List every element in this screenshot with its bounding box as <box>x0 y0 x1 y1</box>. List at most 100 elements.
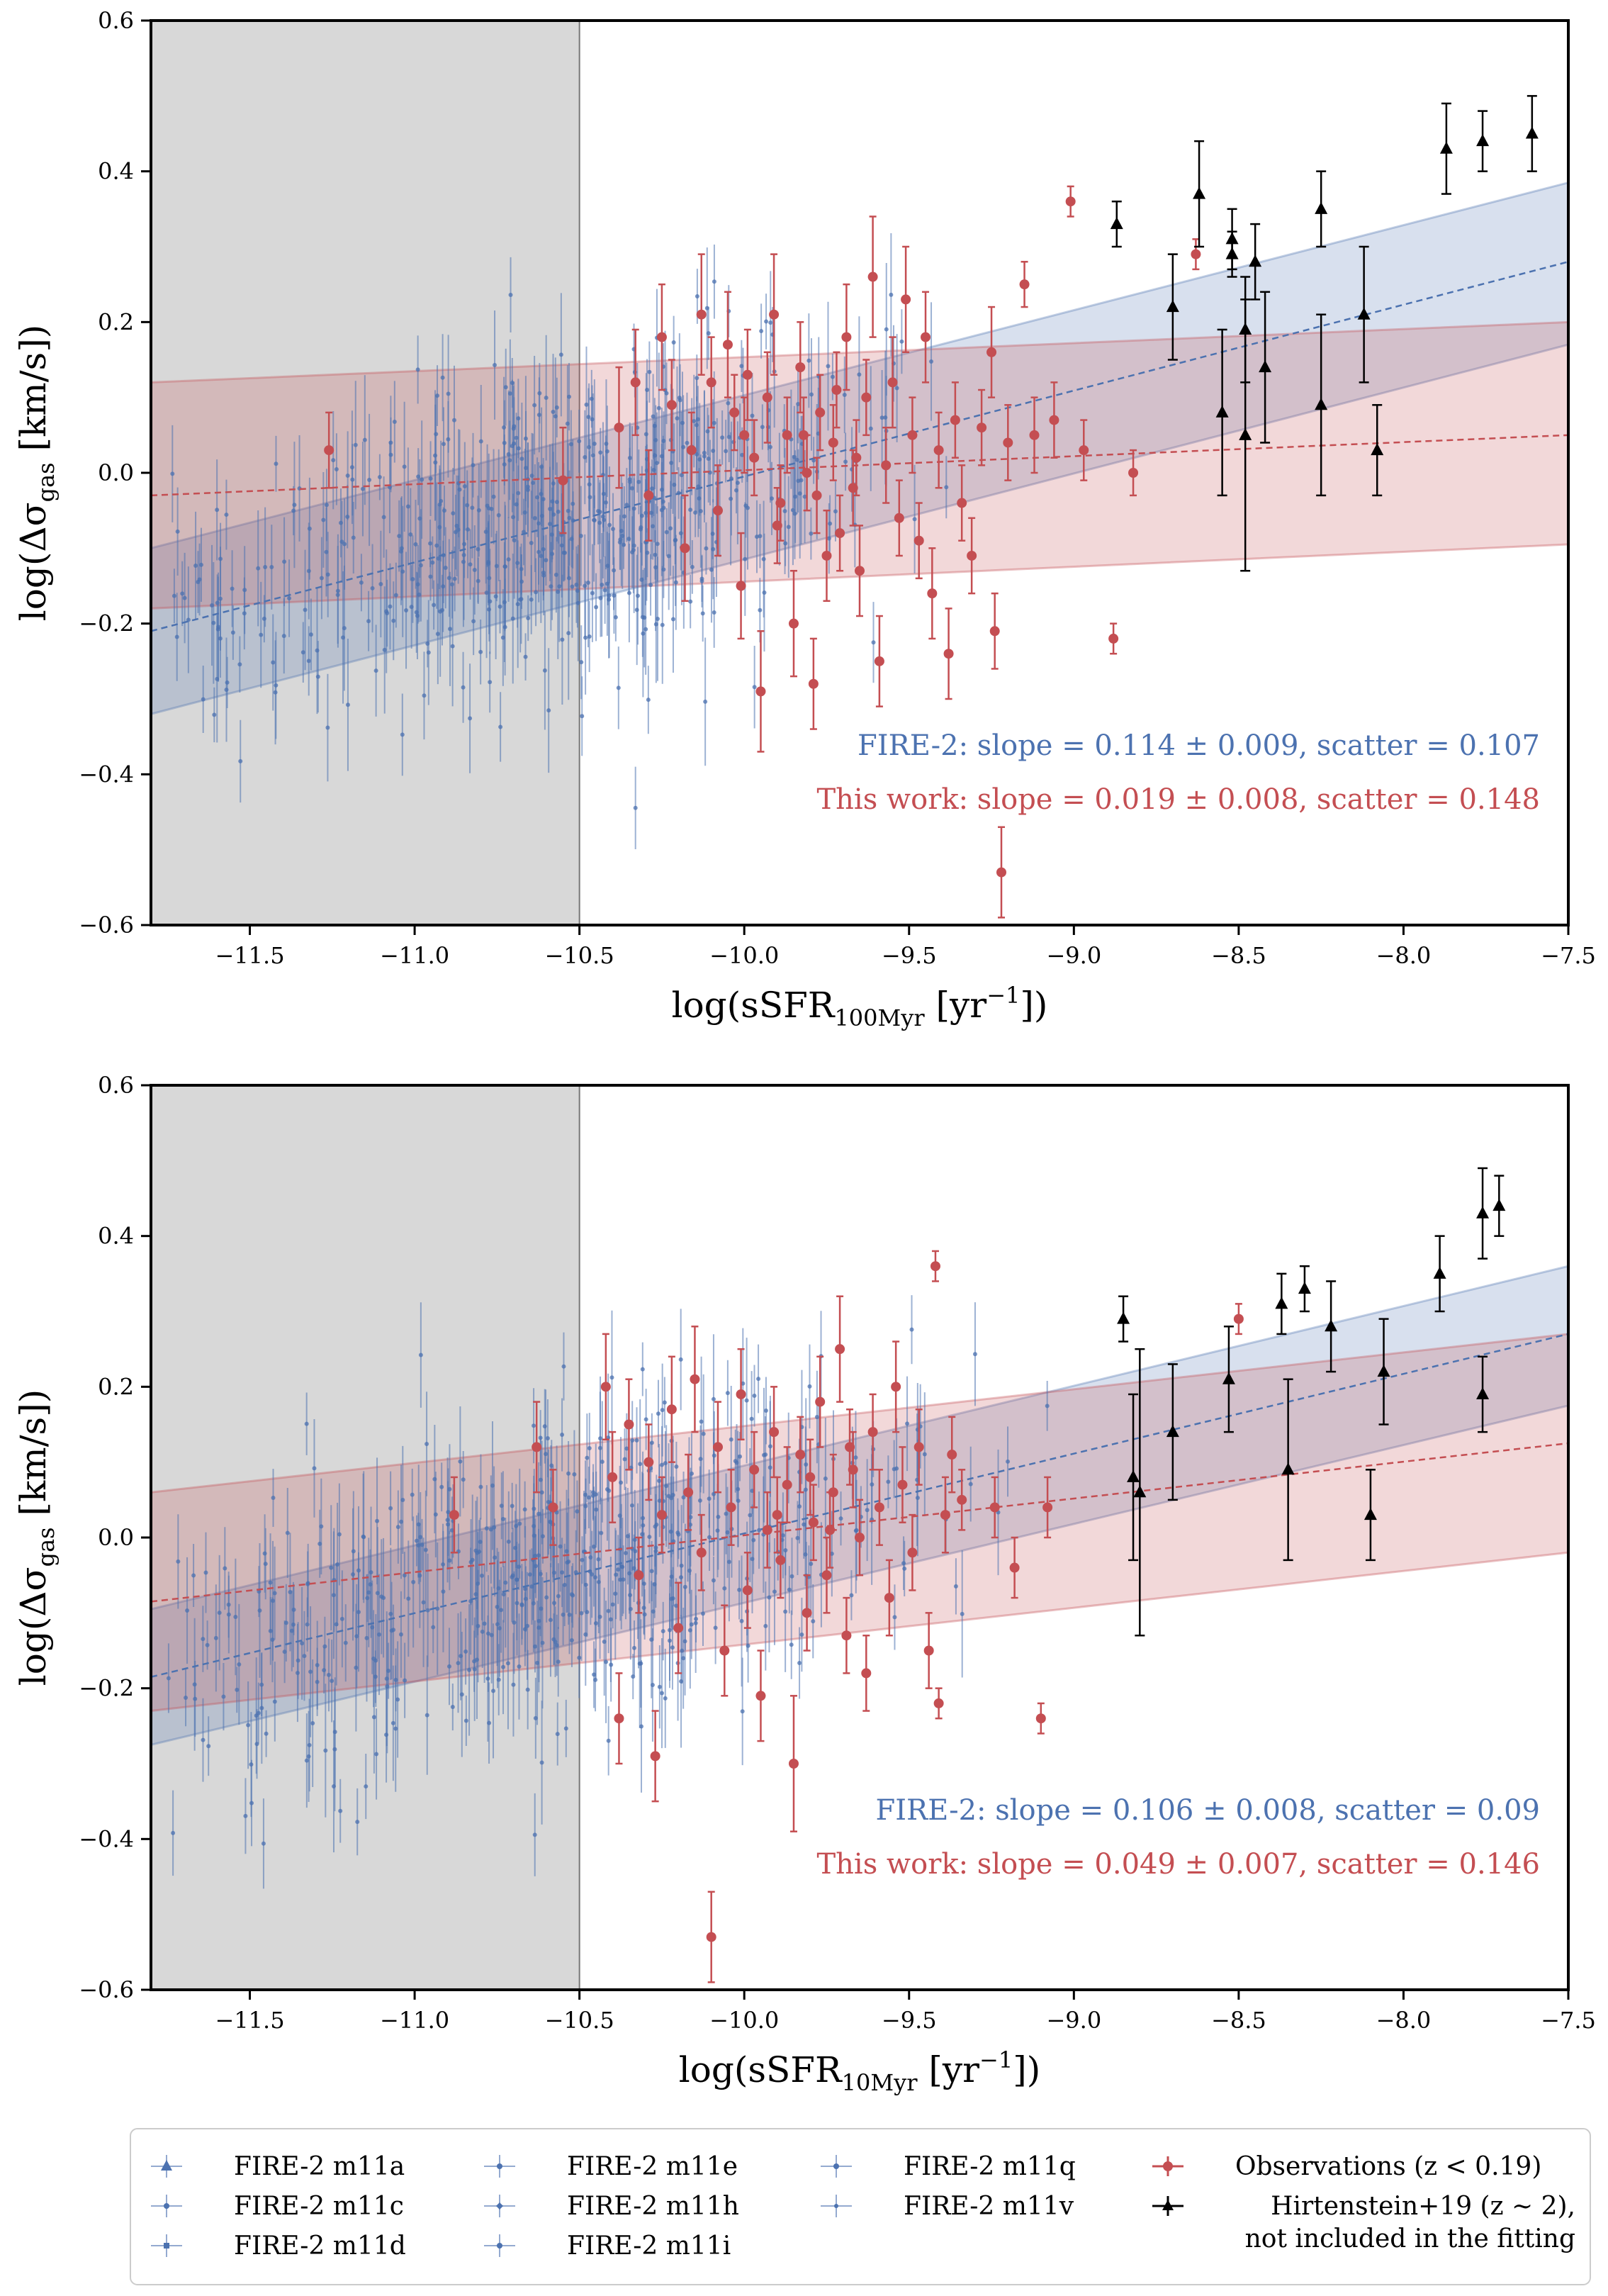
fire-point <box>783 1547 788 1552</box>
y-axis-title: log(Δσgas [km/s]) <box>13 1389 60 1686</box>
observation-point <box>930 1261 940 1272</box>
fire-point <box>215 508 220 513</box>
fire-point <box>166 1676 171 1681</box>
fire-point <box>663 1461 668 1466</box>
fire-point <box>639 525 643 530</box>
fire-point <box>334 466 339 471</box>
fire-point <box>371 1715 376 1720</box>
observation-point <box>532 1442 542 1452</box>
fire-point <box>796 401 801 406</box>
observation-point <box>696 1547 707 1558</box>
fire-point <box>273 690 278 695</box>
fire-point <box>546 708 551 713</box>
fire-point <box>213 1635 218 1640</box>
observation-point <box>841 332 852 342</box>
fire-point <box>484 1526 489 1531</box>
fire-point <box>223 1566 227 1571</box>
fire-point <box>733 1459 738 1464</box>
fire-point <box>355 1820 360 1825</box>
fire-point <box>478 649 483 654</box>
fire-point <box>575 600 580 605</box>
observation-point <box>755 1691 766 1701</box>
observation-point <box>795 1450 806 1460</box>
fire-point <box>511 426 516 431</box>
fire-point <box>853 1455 858 1460</box>
fire-point <box>425 1713 429 1718</box>
fire-point <box>308 1669 313 1674</box>
fire-point <box>390 1720 395 1725</box>
fire-point <box>560 1570 565 1575</box>
fire-point <box>491 1689 496 1693</box>
fire-point <box>497 604 502 609</box>
fire-point <box>506 452 511 457</box>
fire-point <box>802 494 807 499</box>
fire-point <box>529 1584 534 1589</box>
fire-point <box>472 1659 477 1664</box>
fire-point <box>826 536 831 541</box>
fire-point <box>659 508 664 513</box>
fire-point <box>532 1644 537 1649</box>
fire-point <box>400 1497 405 1502</box>
fire-point <box>391 1628 396 1633</box>
fire-point <box>631 1645 636 1650</box>
fire-point <box>616 1567 621 1572</box>
fire-point <box>915 1496 920 1501</box>
fire-point <box>733 488 738 493</box>
fire-point <box>203 1570 208 1575</box>
fire-point <box>636 479 641 484</box>
fire-point <box>622 514 626 519</box>
fire-point <box>768 444 772 449</box>
fire-point <box>404 608 409 613</box>
fire-point <box>688 1515 693 1520</box>
fire-point <box>361 1535 366 1540</box>
fire-point <box>693 510 698 515</box>
fire-point <box>434 543 439 548</box>
fire-point <box>613 615 618 620</box>
observation-point <box>1035 1713 1046 1724</box>
fire-point <box>497 1626 502 1631</box>
fire-point <box>602 517 607 522</box>
fire-point <box>256 1710 261 1715</box>
fire-point <box>830 374 835 379</box>
fire-point <box>566 1471 571 1476</box>
fire-point <box>750 413 755 418</box>
observation-point <box>683 1487 694 1498</box>
fire-point <box>450 644 455 649</box>
observation-point <box>815 1396 826 1407</box>
fire-point <box>397 534 402 539</box>
fire-point <box>206 1744 211 1749</box>
fire-point <box>233 1614 238 1619</box>
hirtenstein-point <box>1133 1485 1147 1498</box>
fire-point <box>640 1532 645 1537</box>
fire-point <box>353 442 358 447</box>
x-tick-label: −9.5 <box>882 2007 937 2034</box>
fire-point <box>339 1616 344 1621</box>
fire-point <box>441 584 446 589</box>
fire-point <box>413 542 418 547</box>
fire-point <box>548 1618 553 1623</box>
fire-point <box>325 572 330 577</box>
fire-point <box>649 1569 654 1574</box>
observation-point <box>749 1465 760 1475</box>
fire-point <box>493 362 497 367</box>
fire-point <box>783 1609 788 1614</box>
fire-point <box>704 546 709 551</box>
observation-point <box>947 1450 957 1460</box>
fire-point <box>558 1544 563 1549</box>
x-tick-label: −9.0 <box>1046 942 1101 969</box>
fire-point <box>809 1562 814 1567</box>
fire-point <box>767 1595 772 1600</box>
x-tick-label: −8.5 <box>1211 942 1266 969</box>
observation-point <box>449 1510 459 1521</box>
fire-point <box>585 580 590 585</box>
fire-point <box>226 1602 231 1607</box>
hirtenstein-point <box>1239 427 1252 440</box>
fire-point <box>968 1482 973 1486</box>
hirtenstein-point <box>1315 398 1328 410</box>
fire-point <box>575 1509 580 1514</box>
hirtenstein-point <box>1476 1206 1490 1219</box>
observation-point <box>1009 1562 1020 1573</box>
fire-point <box>426 650 431 655</box>
fire-point <box>541 570 546 575</box>
fire-point <box>432 603 437 607</box>
